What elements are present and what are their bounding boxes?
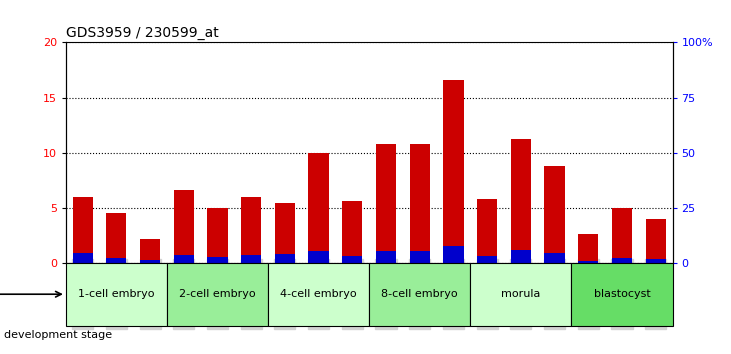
Bar — [106, 258, 126, 263]
Bar — [409, 144, 430, 263]
Text: development stage: development stage — [4, 330, 112, 339]
Text: blastocyst: blastocyst — [594, 289, 651, 299]
Bar — [275, 255, 295, 263]
Bar — [369, 263, 470, 326]
Bar — [376, 144, 396, 263]
Text: 8-cell embryo: 8-cell embryo — [382, 289, 458, 299]
Bar — [443, 80, 463, 263]
Bar — [167, 263, 268, 326]
Bar — [275, 203, 295, 263]
Bar — [645, 219, 666, 263]
Bar — [545, 253, 564, 263]
Bar — [140, 239, 160, 263]
Bar — [342, 256, 363, 263]
Bar — [140, 260, 160, 263]
Bar — [572, 263, 673, 326]
Bar — [511, 250, 531, 263]
Bar — [470, 263, 572, 326]
Bar — [72, 197, 93, 263]
Bar — [241, 197, 261, 263]
Bar — [645, 259, 666, 263]
Bar — [545, 166, 564, 263]
Bar — [409, 251, 430, 263]
Bar — [376, 251, 396, 263]
Bar — [208, 257, 227, 263]
Bar — [106, 213, 126, 263]
Bar — [612, 208, 632, 263]
Bar — [174, 190, 194, 263]
Bar — [578, 234, 599, 263]
Bar — [72, 253, 93, 263]
Bar — [443, 246, 463, 263]
Text: GDS3959 / 230599_at: GDS3959 / 230599_at — [66, 26, 219, 40]
Text: 2-cell embryo: 2-cell embryo — [179, 289, 256, 299]
Bar — [174, 255, 194, 263]
Bar — [477, 199, 497, 263]
Bar — [342, 201, 363, 263]
Text: morula: morula — [501, 289, 540, 299]
Bar — [268, 263, 369, 326]
Bar — [66, 263, 167, 326]
Bar — [511, 139, 531, 263]
Bar — [578, 261, 599, 263]
Bar — [308, 251, 329, 263]
Bar — [208, 208, 227, 263]
Bar — [612, 258, 632, 263]
Bar — [241, 255, 261, 263]
Text: 1-cell embryo: 1-cell embryo — [78, 289, 154, 299]
Bar — [477, 256, 497, 263]
Bar — [308, 153, 329, 263]
Text: 4-cell embryo: 4-cell embryo — [280, 289, 357, 299]
